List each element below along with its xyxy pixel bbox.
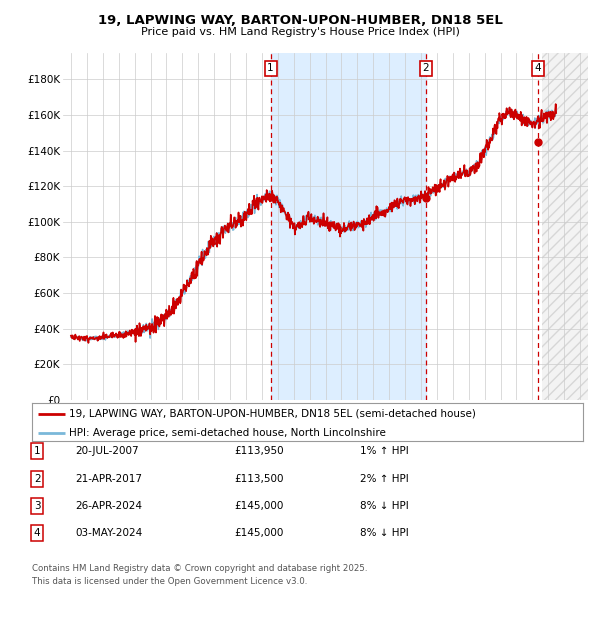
Text: £113,500: £113,500 — [234, 474, 284, 484]
Text: Contains HM Land Registry data © Crown copyright and database right 2025.: Contains HM Land Registry data © Crown c… — [32, 564, 367, 573]
Text: 19, LAPWING WAY, BARTON-UPON-HUMBER, DN18 5EL: 19, LAPWING WAY, BARTON-UPON-HUMBER, DN1… — [98, 14, 502, 27]
Text: £145,000: £145,000 — [234, 528, 283, 538]
Text: Price paid vs. HM Land Registry's House Price Index (HPI): Price paid vs. HM Land Registry's House … — [140, 27, 460, 37]
Bar — [271, 53, 426, 400]
Text: 8% ↓ HPI: 8% ↓ HPI — [360, 501, 409, 511]
Text: 03-MAY-2024: 03-MAY-2024 — [75, 528, 142, 538]
Text: This data is licensed under the Open Government Licence v3.0.: This data is licensed under the Open Gov… — [32, 577, 307, 586]
Text: 19, LAPWING WAY, BARTON-UPON-HUMBER, DN18 5EL (semi-detached house): 19, LAPWING WAY, BARTON-UPON-HUMBER, DN1… — [69, 409, 476, 419]
Text: 3: 3 — [34, 501, 41, 511]
Text: 2% ↑ HPI: 2% ↑ HPI — [360, 474, 409, 484]
Text: 1: 1 — [268, 63, 274, 73]
Text: 21-APR-2017: 21-APR-2017 — [75, 474, 142, 484]
Text: 1% ↑ HPI: 1% ↑ HPI — [360, 446, 409, 456]
Text: 4: 4 — [34, 528, 41, 538]
Text: 4: 4 — [535, 63, 542, 73]
Text: £113,950: £113,950 — [234, 446, 284, 456]
Text: HPI: Average price, semi-detached house, North Lincolnshire: HPI: Average price, semi-detached house,… — [69, 428, 386, 438]
Text: 2: 2 — [34, 474, 41, 484]
Text: 26-APR-2024: 26-APR-2024 — [75, 501, 142, 511]
Text: 2: 2 — [422, 63, 429, 73]
Text: 8% ↓ HPI: 8% ↓ HPI — [360, 528, 409, 538]
Text: 1: 1 — [34, 446, 41, 456]
Text: £145,000: £145,000 — [234, 501, 283, 511]
Bar — [542, 53, 596, 400]
Text: 20-JUL-2007: 20-JUL-2007 — [75, 446, 139, 456]
